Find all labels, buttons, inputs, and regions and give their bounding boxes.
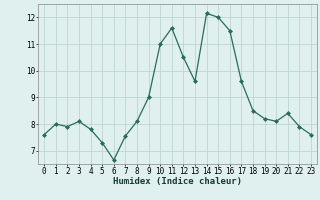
X-axis label: Humidex (Indice chaleur): Humidex (Indice chaleur) — [113, 177, 242, 186]
